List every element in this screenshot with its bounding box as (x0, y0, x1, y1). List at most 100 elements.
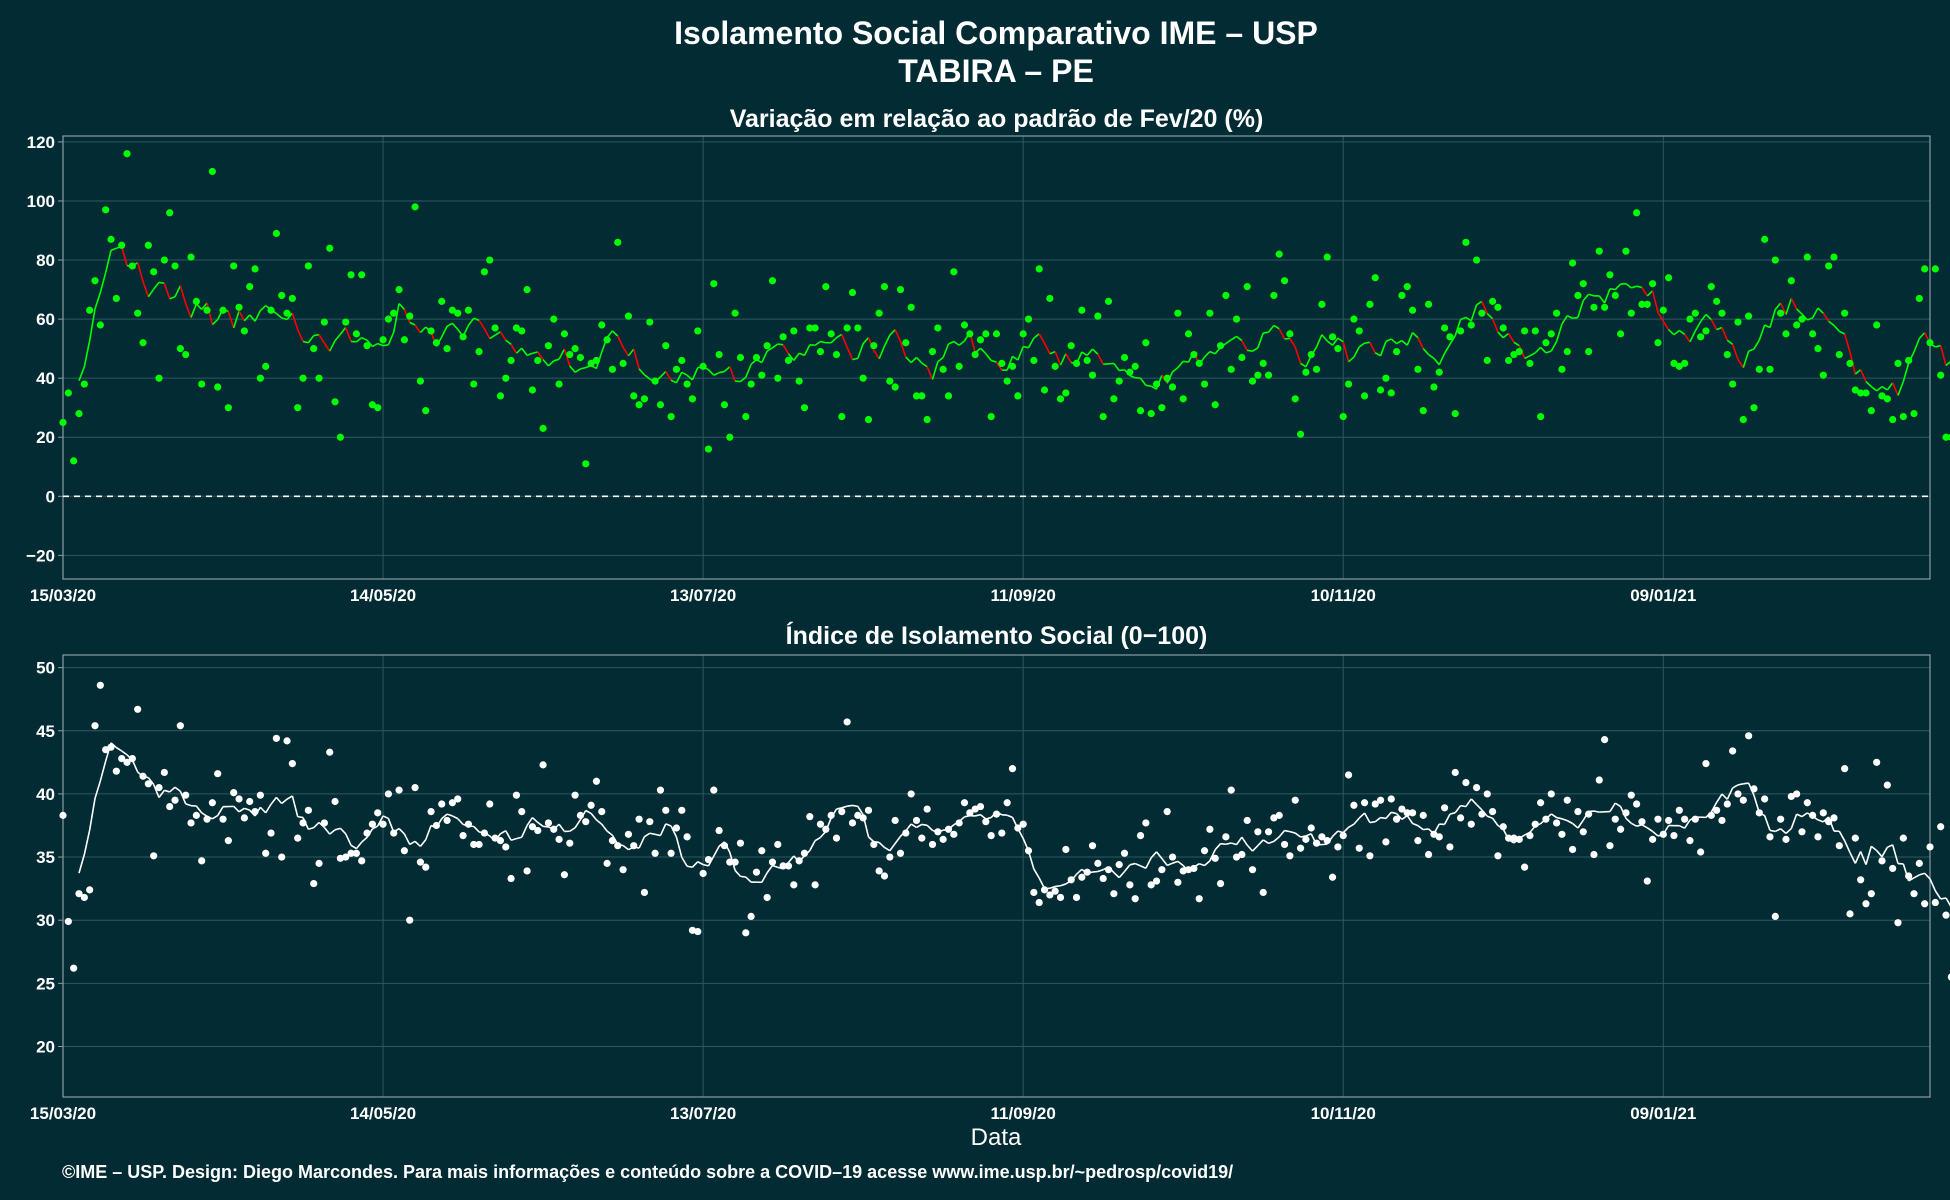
data-point (438, 297, 446, 305)
data-point (864, 806, 873, 814)
data-point (902, 339, 910, 347)
moving-average-segment (174, 285, 182, 298)
data-point (1755, 365, 1763, 373)
panel-border (62, 135, 1931, 580)
data-point (1686, 837, 1694, 845)
moving-average-segment (382, 344, 389, 347)
data-point (1088, 371, 1097, 379)
moving-average-segment (281, 798, 288, 805)
moving-average-segment (1796, 813, 1803, 818)
moving-average-segment (1945, 897, 1950, 907)
moving-average-segment (1097, 868, 1104, 873)
data-point (1398, 805, 1406, 813)
moving-average-segment (414, 324, 422, 334)
moving-average-segment (1529, 352, 1536, 357)
moving-average-segment (1331, 830, 1339, 838)
data-point (918, 392, 926, 400)
data-point (982, 330, 990, 338)
moving-average-segment (1263, 331, 1269, 334)
data-point (299, 374, 307, 382)
y-tick-label: 40 (36, 785, 55, 804)
moving-average-segment (163, 282, 171, 300)
moving-average-segment (147, 777, 155, 786)
moving-average-segment (1380, 816, 1387, 820)
data-point (454, 795, 462, 803)
data-point (1200, 847, 1209, 855)
moving-average-segment (1305, 833, 1312, 837)
data-point (827, 330, 835, 338)
moving-average-segment (1502, 332, 1510, 339)
data-point (688, 395, 697, 403)
x-tick-label: 11/09/20 (991, 586, 1056, 605)
data-point (1387, 795, 1395, 803)
data-point (598, 321, 606, 329)
data-point (1392, 815, 1401, 823)
moving-average-segment (846, 347, 854, 360)
data-point (816, 820, 825, 828)
data-point (1227, 365, 1235, 373)
moving-average-segment (1267, 324, 1275, 333)
data-point (1926, 339, 1934, 347)
data-point (768, 858, 777, 866)
data-point (950, 830, 958, 838)
data-point (1857, 876, 1865, 884)
data-point (464, 820, 473, 828)
data-point (374, 809, 382, 817)
data-point (1163, 807, 1171, 816)
data-point (427, 327, 435, 335)
moving-average-segment (1929, 878, 1937, 892)
data-point (256, 791, 264, 799)
moving-average-segment (334, 333, 341, 342)
data-point (1611, 815, 1619, 823)
data-point (560, 871, 569, 879)
moving-average-segment (809, 840, 816, 851)
data-point (1302, 368, 1310, 376)
data-point (1248, 377, 1257, 385)
data-point (416, 377, 424, 385)
data-point (1344, 771, 1353, 779)
data-point (998, 359, 1006, 368)
moving-average-segment (419, 839, 427, 847)
data-point (1270, 291, 1278, 300)
moving-average-segment (772, 864, 779, 869)
data-point (726, 433, 734, 441)
data-point (1867, 890, 1875, 898)
moving-average-segment (1129, 374, 1136, 379)
moving-average-segment (1726, 787, 1734, 800)
data-point (582, 818, 590, 826)
moving-average-segment (361, 336, 368, 341)
data-point (336, 433, 344, 441)
data-point (1681, 815, 1689, 823)
data-point (683, 380, 691, 388)
data-point (1158, 866, 1166, 874)
data-point (1515, 835, 1523, 843)
moving-average-segment (1843, 333, 1851, 353)
data-point (1126, 881, 1134, 889)
moving-average-segment (275, 796, 283, 805)
data-point (630, 842, 638, 850)
moving-average-segment (1657, 311, 1664, 322)
moving-average-segment (574, 368, 581, 373)
moving-average-segment (1764, 324, 1771, 329)
data-point (358, 857, 366, 865)
moving-average-segment (201, 302, 208, 310)
data-point (1376, 386, 1385, 394)
data-point (843, 324, 851, 332)
x-axis-label: Data (971, 1124, 1022, 1151)
data-point (694, 327, 702, 335)
data-point (582, 460, 590, 468)
data-point (1451, 768, 1459, 777)
data-point (1019, 820, 1027, 828)
data-point (224, 837, 232, 845)
moving-average-segment (307, 335, 315, 344)
moving-average-segment (1247, 349, 1253, 352)
data-point (1713, 297, 1721, 305)
data-point (1782, 835, 1790, 843)
data-point (656, 786, 665, 794)
data-point (1686, 315, 1694, 323)
moving-average-segment (1465, 798, 1472, 808)
moving-average-segment (862, 337, 870, 345)
moving-average-segment (1278, 328, 1286, 340)
moving-average-segment (1433, 357, 1440, 366)
moving-average-segment (1865, 380, 1872, 388)
